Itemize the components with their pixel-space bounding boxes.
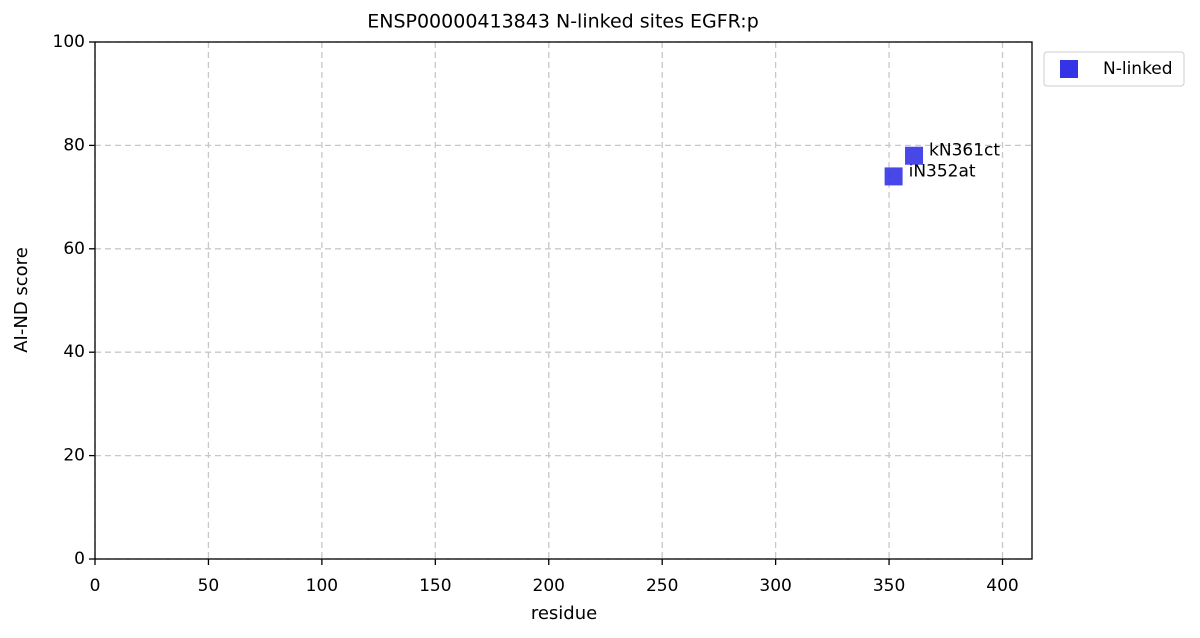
x-tick-label: 350 <box>873 576 905 596</box>
y-axis-label: AI-ND score <box>11 247 32 353</box>
y-tick-label: 20 <box>63 446 85 466</box>
x-tick-label: 0 <box>90 576 101 596</box>
plot-frame <box>94 41 1033 560</box>
y-tick-label: 100 <box>53 32 85 52</box>
marker <box>884 167 903 186</box>
y-tick-label: 80 <box>63 135 85 155</box>
y-tick-label: 60 <box>63 239 85 259</box>
point-label: kN361ct <box>929 141 1000 161</box>
legend-marker <box>1060 60 1078 78</box>
x-tick-label: 250 <box>646 576 678 596</box>
x-axis-label: residue <box>531 603 597 624</box>
legend-label: N-linked <box>1103 59 1173 79</box>
x-tick-label: 400 <box>986 576 1018 596</box>
x-tick-label: 200 <box>533 576 565 596</box>
x-tick-label: 50 <box>198 576 220 596</box>
point-label: iN352at <box>909 161 976 181</box>
legend-frame <box>1043 51 1185 87</box>
marker <box>905 146 924 165</box>
y-tick-label: 40 <box>63 342 85 362</box>
y-tick-label: 0 <box>74 549 85 569</box>
chart-title: ENSP00000413843 N-linked sites EGFR:p <box>367 11 759 33</box>
x-tick-label: 150 <box>419 576 451 596</box>
x-tick-label: 300 <box>759 576 791 596</box>
x-tick-label: 100 <box>306 576 338 596</box>
